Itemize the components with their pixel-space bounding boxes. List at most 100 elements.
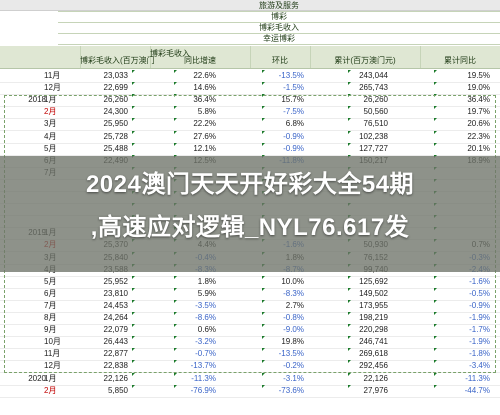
yoy-cell[interactable]: -13.7% <box>190 361 216 371</box>
cumulative-yoy-cell[interactable]: -0.9% <box>469 300 490 310</box>
revenue-cell[interactable]: 25,952 <box>103 276 128 286</box>
mom-cell[interactable]: -9.0% <box>283 325 304 335</box>
year-cell[interactable] <box>14 385 46 397</box>
yoy-cell[interactable]: 22.6% <box>193 71 216 80</box>
month-cell[interactable]: 12月 <box>44 83 61 93</box>
mom-cell[interactable]: -0.8% <box>283 313 304 322</box>
cumulative-yoy-cell[interactable]: 20.1% <box>467 143 490 153</box>
revenue-cell[interactable]: 22,877 <box>103 349 128 359</box>
month-cell[interactable]: 6月 <box>44 288 57 298</box>
mom-cell[interactable]: -1.5% <box>283 83 304 93</box>
month-cell[interactable]: 12月 <box>44 361 61 371</box>
year-cell[interactable] <box>14 70 46 82</box>
header-cum-yoy-cell[interactable]: 累计同比 <box>420 46 500 68</box>
table-row[interactable]: 2月 24,300 5.8% -7.5% 50,560 19.7% <box>0 106 500 120</box>
revenue-cell[interactable]: 24,264 <box>103 313 128 322</box>
mom-cell[interactable]: -13.5% <box>278 71 304 80</box>
revenue-cell[interactable]: 26,260 <box>103 95 128 105</box>
month-cell[interactable]: 3月 <box>44 119 57 129</box>
cumulative-cell[interactable]: 246,741 <box>359 337 388 347</box>
mom-cell[interactable]: -0.9% <box>283 143 304 153</box>
table-row[interactable]: 8月 24,264 -8.6% -0.8% 198,219 -1.9% <box>0 312 500 325</box>
yoy-cell[interactable]: 27.6% <box>193 131 216 141</box>
yoy-cell[interactable]: 5.9% <box>197 288 216 298</box>
cumulative-cell[interactable]: 243,044 <box>359 71 388 80</box>
revenue-cell[interactable]: 5,850 <box>107 385 128 395</box>
cumulative-yoy-cell[interactable]: -1.9% <box>469 337 490 347</box>
mom-cell[interactable]: -13.5% <box>278 349 304 359</box>
yoy-cell[interactable]: -76.9% <box>190 385 216 395</box>
table-row[interactable]: 5月 25,488 12.1% -0.9% 127,727 20.1% <box>0 142 500 156</box>
cumulative-cell[interactable]: 27,976 <box>363 385 388 395</box>
revenue-cell[interactable]: 24,300 <box>103 107 128 117</box>
mom-cell[interactable]: -8.3% <box>283 288 304 298</box>
month-cell[interactable]: 2月 <box>44 385 57 395</box>
mom-cell[interactable]: -73.6% <box>278 385 304 395</box>
yoy-cell[interactable]: 14.6% <box>193 83 216 93</box>
revenue-cell[interactable]: 26,443 <box>103 337 128 347</box>
revenue-cell[interactable]: 24,453 <box>103 300 128 310</box>
table-row[interactable]: 10月 26,443 -3.2% 19.8% 246,741 -1.9% <box>0 336 500 350</box>
table-row[interactable]: 12月 22,699 14.6% -1.5% 265,743 19.0% <box>0 82 500 96</box>
cumulative-yoy-cell[interactable]: -1.8% <box>469 349 490 359</box>
yoy-cell[interactable]: 0.6% <box>197 325 216 335</box>
cumulative-cell[interactable]: 102,238 <box>359 131 388 141</box>
table-row[interactable]: 3月 25,950 22.2% 6.8% 76,510 20.6% <box>0 118 500 132</box>
yoy-cell[interactable]: -3.2% <box>195 337 216 347</box>
month-cell[interactable]: 11月 <box>44 71 61 80</box>
month-cell[interactable]: 1月 <box>44 373 57 383</box>
cumulative-yoy-cell[interactable]: -1.6% <box>469 276 490 286</box>
mom-cell[interactable]: 2.7% <box>285 300 304 310</box>
table-row[interactable]: 9月 22,079 0.6% -9.0% 220,298 -1.7% <box>0 324 500 338</box>
cumulative-yoy-cell[interactable]: -1.7% <box>469 325 490 335</box>
year-cell[interactable] <box>14 82 46 94</box>
month-cell[interactable]: 2月 <box>44 107 57 117</box>
cumulative-cell[interactable]: 26,260 <box>363 95 388 105</box>
table-row[interactable]: 2020 1月 22,126 -11.3% -3.1% 22,126 -11.3% <box>0 372 500 386</box>
table-row[interactable]: 4月 25,728 27.6% -0.9% 102,238 22.3% <box>0 130 500 144</box>
year-cell[interactable]: 2020 <box>28 373 46 383</box>
cumulative-yoy-cell[interactable]: 20.6% <box>467 119 490 129</box>
yoy-cell[interactable]: 5.8% <box>197 107 216 117</box>
mom-cell[interactable]: -3.1% <box>283 373 304 383</box>
cumulative-cell[interactable]: 50,560 <box>363 107 388 117</box>
table-row[interactable]: 2月 5,850 -76.9% -73.6% 27,976 -44.7% <box>0 384 500 398</box>
yoy-cell[interactable]: -3.5% <box>195 300 216 310</box>
cumulative-yoy-cell[interactable]: 19.5% <box>467 71 490 80</box>
revenue-cell[interactable]: 25,488 <box>103 143 128 153</box>
cumulative-yoy-cell[interactable]: -1.9% <box>469 313 490 322</box>
revenue-cell[interactable]: 23,810 <box>103 288 128 298</box>
revenue-cell[interactable]: 23,033 <box>103 71 128 80</box>
month-cell[interactable]: 1月 <box>44 95 57 105</box>
yoy-cell[interactable]: 22.2% <box>193 119 216 129</box>
yoy-cell[interactable]: 1.8% <box>197 276 216 286</box>
year-cell[interactable]: 2018 <box>28 95 46 105</box>
cumulative-cell[interactable]: 22,126 <box>363 373 388 383</box>
cumulative-cell[interactable]: 198,219 <box>359 313 388 322</box>
mom-cell[interactable]: 15.7% <box>281 95 304 105</box>
header-mom-cell[interactable]: 环比 <box>250 46 311 68</box>
revenue-cell[interactable]: 22,079 <box>103 325 128 335</box>
month-cell[interactable]: 4月 <box>44 131 57 141</box>
revenue-cell[interactable]: 22,838 <box>103 361 128 371</box>
cumulative-cell[interactable]: 269,618 <box>359 349 388 359</box>
mom-cell[interactable]: -7.5% <box>283 107 304 117</box>
table-row[interactable]: 11月 23,033 22.6% -13.5% 243,044 19.5% <box>0 70 500 83</box>
yoy-cell[interactable]: -0.7% <box>195 349 216 359</box>
month-cell[interactable]: 7月 <box>44 300 57 310</box>
mom-cell[interactable]: -0.9% <box>283 131 304 141</box>
yoy-cell[interactable]: 12.1% <box>193 143 216 153</box>
mom-cell[interactable]: -0.2% <box>283 361 304 371</box>
cumulative-yoy-cell[interactable]: 19.7% <box>467 107 490 117</box>
month-cell[interactable]: 8月 <box>44 313 57 322</box>
yoy-cell[interactable]: -8.6% <box>195 313 216 322</box>
cumulative-cell[interactable]: 149,502 <box>359 288 388 298</box>
revenue-cell[interactable]: 25,728 <box>103 131 128 141</box>
cumulative-cell[interactable]: 220,298 <box>359 325 388 335</box>
month-cell[interactable]: 9月 <box>44 325 57 335</box>
yoy-cell[interactable]: 36.4% <box>193 95 216 105</box>
cumulative-cell[interactable]: 76,510 <box>363 119 388 129</box>
cumulative-cell[interactable]: 125,692 <box>359 276 388 286</box>
cumulative-yoy-cell[interactable]: -0.5% <box>469 288 490 298</box>
yoy-cell[interactable]: -11.3% <box>191 373 216 383</box>
